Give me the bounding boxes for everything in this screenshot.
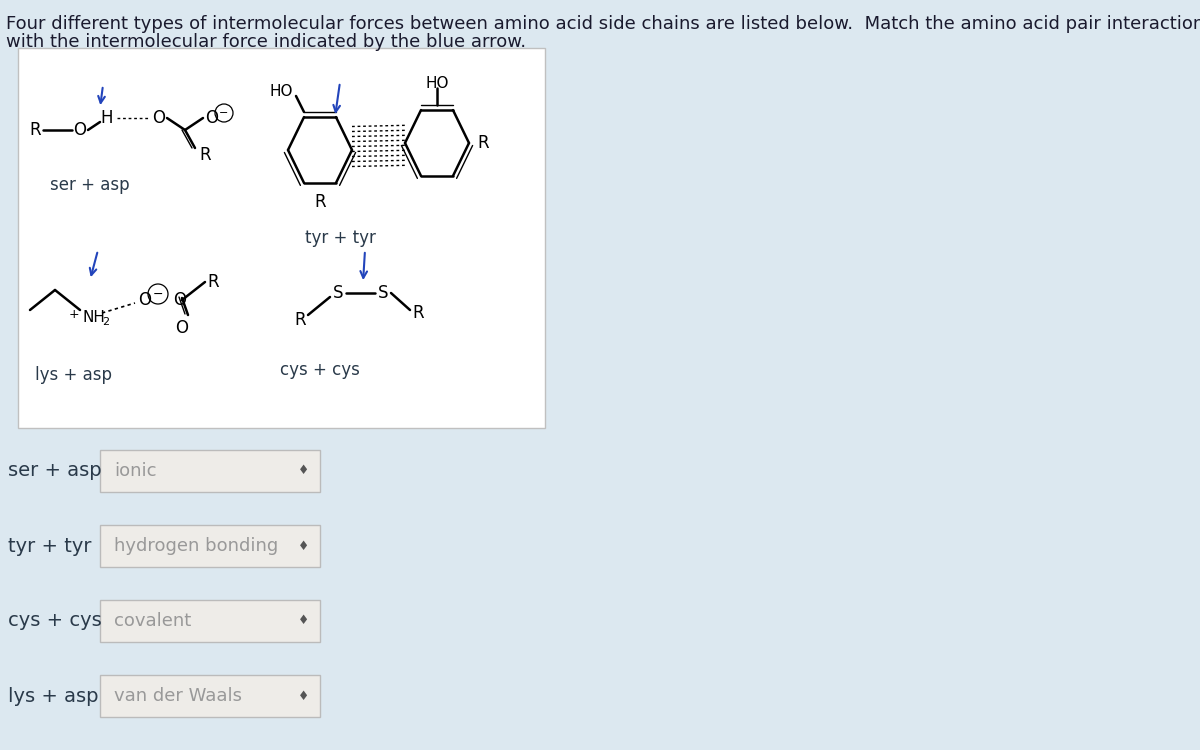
Text: lys + asp: lys + asp (8, 686, 98, 706)
Text: with the intermolecular force indicated by the blue arrow.: with the intermolecular force indicated … (6, 33, 526, 51)
Text: HO: HO (425, 76, 449, 91)
Text: tyr + tyr: tyr + tyr (8, 536, 91, 556)
Text: ♦: ♦ (299, 689, 310, 703)
Text: +: + (68, 308, 79, 322)
FancyBboxPatch shape (100, 450, 320, 492)
FancyBboxPatch shape (100, 675, 320, 717)
Text: S: S (332, 284, 343, 302)
Text: O: O (152, 109, 166, 127)
Text: NH: NH (82, 310, 104, 326)
Text: ser + asp: ser + asp (8, 461, 102, 481)
Text: cys + cys: cys + cys (8, 611, 102, 631)
FancyBboxPatch shape (18, 48, 545, 428)
Text: 2: 2 (102, 317, 109, 327)
Text: R: R (29, 121, 41, 139)
Text: covalent: covalent (114, 612, 191, 630)
Text: R: R (294, 311, 306, 329)
Text: ♦: ♦ (299, 539, 310, 553)
Text: ionic: ionic (114, 462, 156, 480)
Text: van der Waals: van der Waals (114, 687, 242, 705)
Text: S: S (378, 284, 389, 302)
Text: ♦: ♦ (299, 614, 310, 628)
Text: cys + cys: cys + cys (280, 361, 360, 379)
Text: R: R (314, 193, 326, 211)
Text: ser + asp: ser + asp (50, 176, 130, 194)
Text: O: O (175, 319, 188, 337)
Text: R: R (412, 304, 424, 322)
Text: tyr + tyr: tyr + tyr (305, 229, 376, 247)
FancyBboxPatch shape (100, 600, 320, 642)
Text: O: O (138, 291, 151, 309)
Text: −: − (152, 287, 163, 301)
Text: Four different types of intermolecular forces between amino acid side chains are: Four different types of intermolecular f… (6, 15, 1200, 33)
Text: R: R (208, 273, 218, 291)
Text: ♦: ♦ (299, 464, 310, 478)
Text: HO: HO (270, 85, 293, 100)
Text: O: O (173, 291, 186, 309)
Text: O: O (205, 109, 218, 127)
Text: H: H (101, 109, 113, 127)
Text: O: O (73, 121, 86, 139)
Text: −: − (220, 108, 229, 118)
Text: hydrogen bonding: hydrogen bonding (114, 537, 278, 555)
Text: lys + asp: lys + asp (35, 366, 112, 384)
Text: R: R (199, 146, 211, 164)
FancyBboxPatch shape (100, 525, 320, 567)
Text: R: R (478, 134, 488, 152)
